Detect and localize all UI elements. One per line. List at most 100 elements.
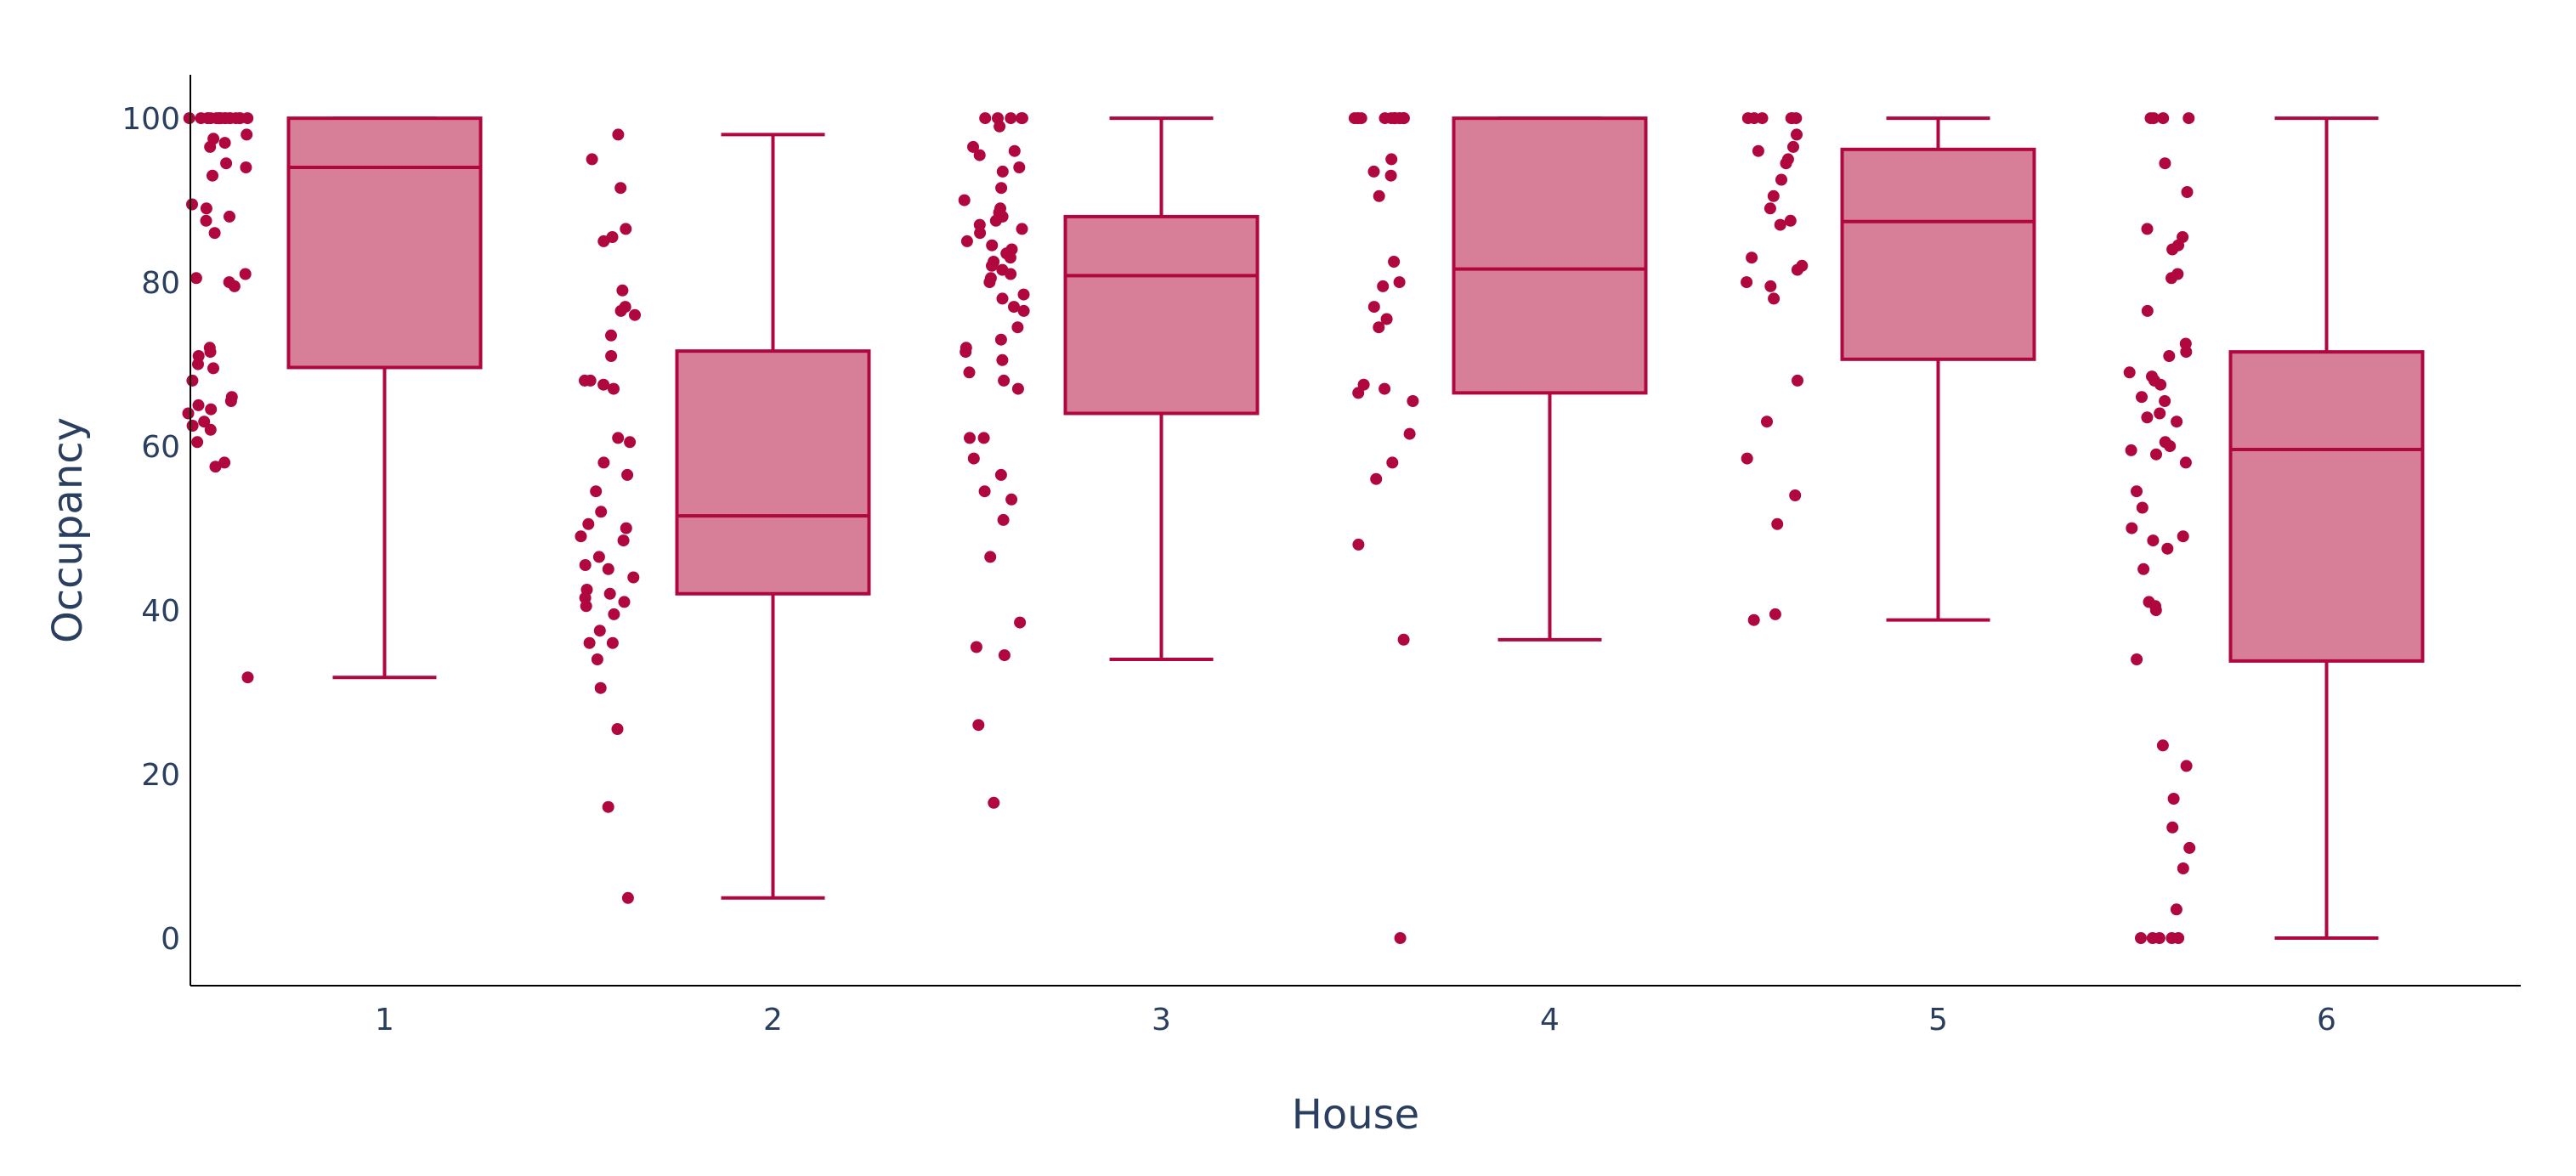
data-point: [972, 719, 985, 732]
data-point: [593, 625, 606, 637]
data-point: [618, 596, 631, 608]
data-point: [2181, 186, 2194, 198]
axes: [190, 75, 2521, 987]
data-point: [977, 432, 990, 444]
data-point: [190, 272, 202, 285]
y-tick-label: 80: [141, 266, 180, 301]
data-point: [183, 112, 195, 125]
box-iqr: [286, 116, 483, 370]
data-point: [611, 723, 624, 735]
box-iqr: [1452, 116, 1648, 395]
data-point: [1017, 288, 1030, 301]
data-point: [988, 796, 1000, 809]
data-point: [234, 112, 246, 125]
data-point: [575, 530, 587, 543]
data-point: [1394, 932, 1407, 944]
data-point: [186, 374, 199, 387]
box-iqr: [675, 349, 871, 596]
data-point: [205, 403, 218, 416]
x-tick-label: 1: [375, 1003, 394, 1037]
data-point: [579, 559, 592, 571]
x-axis-title: House: [1292, 1091, 1419, 1139]
data-point: [958, 194, 971, 206]
data-point: [198, 416, 211, 428]
data-point: [1013, 161, 1026, 173]
data-point: [989, 214, 1002, 227]
data-point: [583, 636, 596, 649]
data-point: [606, 636, 619, 649]
box-group-house-4: [1452, 116, 1648, 642]
data-point: [2154, 407, 2166, 420]
data-point: [2166, 821, 2179, 834]
data-point: [2179, 456, 2192, 469]
data-point: [994, 333, 1007, 346]
data-point: [228, 280, 241, 292]
data-point: [984, 551, 997, 563]
data-point: [614, 182, 627, 195]
data-point: [2153, 932, 2166, 944]
data-point: [983, 276, 996, 289]
data-point: [586, 153, 598, 166]
data-point: [1393, 276, 1406, 289]
data-point: [1005, 268, 1017, 280]
data-point: [621, 891, 634, 904]
data-point: [1352, 538, 1365, 551]
x-tick-label: 3: [1152, 1003, 1171, 1037]
data-point: [191, 436, 204, 449]
data-point: [1348, 112, 1361, 125]
data-point: [2135, 932, 2147, 944]
data-point: [209, 461, 222, 473]
data-point: [1403, 427, 1416, 440]
data-point: [994, 468, 1007, 481]
data-point: [970, 641, 982, 653]
data-point: [208, 227, 221, 240]
data-point: [218, 456, 231, 469]
data-point: [594, 681, 607, 694]
data-point: [2177, 862, 2189, 874]
data-point: [2183, 112, 2195, 125]
box-group-house-5: [1840, 116, 2036, 622]
data-point: [2183, 841, 2196, 854]
data-point: [2126, 522, 2138, 534]
data-point: [621, 468, 634, 481]
data-point: [603, 587, 616, 600]
data-point: [595, 506, 608, 518]
data-point: [1384, 169, 1397, 182]
data-point: [192, 399, 205, 411]
data-point: [997, 513, 1010, 526]
data-point: [592, 551, 605, 563]
data-point: [1017, 304, 1030, 317]
data-point: [2166, 243, 2179, 256]
data-point: [212, 112, 225, 125]
box-iqr: [1063, 214, 1260, 416]
data-point: [2131, 653, 2143, 665]
data-point: [597, 456, 610, 469]
data-point: [2177, 530, 2189, 543]
points-house-6: [2123, 112, 2196, 944]
data-point: [241, 671, 254, 684]
data-point: [1352, 387, 1365, 399]
data-point: [1004, 252, 1016, 264]
data-point: [1385, 153, 1398, 166]
data-point: [1397, 633, 1410, 646]
data-point: [579, 374, 591, 387]
y-tick-labels: 0 20 40 60 80 100: [122, 102, 180, 957]
data-point: [616, 284, 629, 297]
box-group-house-3: [1063, 116, 1260, 661]
data-point: [582, 517, 595, 530]
data-point: [2156, 739, 2169, 752]
data-point: [1787, 140, 1799, 153]
data-point: [620, 223, 632, 235]
data-point: [995, 182, 1008, 195]
data-point: [1380, 313, 1393, 325]
data-point: [1367, 301, 1380, 314]
data-point: [973, 149, 986, 161]
box-iqr: [2228, 350, 2425, 663]
data-point: [1008, 301, 1020, 314]
data-point: [218, 137, 231, 150]
data-point: [1741, 276, 1753, 289]
data-point: [967, 140, 979, 153]
data-point: [1377, 280, 1390, 292]
data-point: [1769, 608, 1781, 620]
